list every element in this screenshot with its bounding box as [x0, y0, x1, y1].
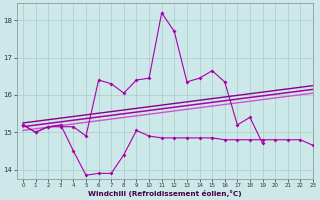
X-axis label: Windchill (Refroidissement éolien,°C): Windchill (Refroidissement éolien,°C) [88, 190, 242, 197]
